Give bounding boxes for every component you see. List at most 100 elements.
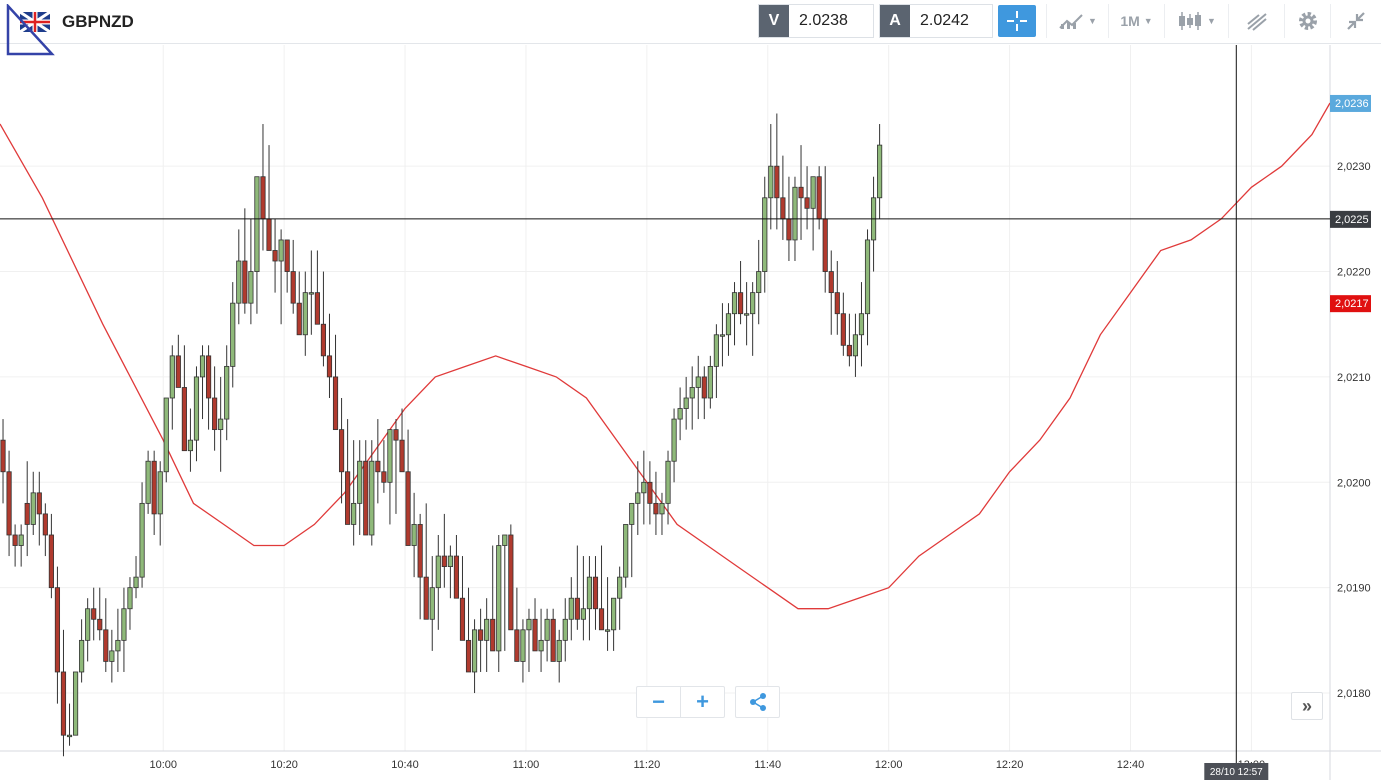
candle-body (60, 671, 67, 736)
candle-up (611, 597, 617, 651)
candle-body (526, 618, 532, 631)
candle-up (520, 619, 526, 683)
moving-average-line (0, 102, 1331, 610)
candle-down (284, 239, 290, 293)
candle-body (804, 197, 810, 209)
candle-body (109, 650, 115, 662)
candle-down (417, 513, 423, 620)
crosshair-button[interactable] (998, 5, 1036, 37)
candle-body (538, 639, 544, 652)
candle-down (48, 513, 54, 599)
candle-body (332, 376, 339, 431)
candle-body (36, 492, 42, 515)
candle-body (381, 471, 387, 483)
candle-body (30, 492, 36, 525)
candle-body (6, 471, 12, 536)
zoom-out-button[interactable]: − (637, 687, 681, 717)
candle-down (36, 471, 42, 546)
candles (0, 113, 883, 757)
candle-up (248, 218, 254, 325)
candle-up (169, 345, 175, 430)
candle-up (139, 482, 145, 588)
x-tick-label: 12:20 (996, 759, 1024, 771)
candle-down (846, 313, 852, 367)
candle-body (623, 524, 629, 578)
candle-up (677, 387, 683, 441)
candle-down (459, 556, 466, 641)
candle-body (266, 218, 272, 251)
bid-price-box[interactable]: V 2.0238 (758, 4, 874, 38)
indicators-icon (1059, 14, 1083, 29)
candle-body (302, 292, 308, 336)
candle-down (828, 250, 834, 335)
candle-body (762, 197, 768, 272)
candle-down (840, 292, 846, 356)
toolbar: GBPNZD V 2.0238 A 2.0242 ▼ 1M ▼ ▼ (0, 0, 1381, 56)
candle-body (496, 545, 502, 652)
y-tick-label: 2,0210 (1337, 372, 1371, 384)
candle-body (296, 302, 302, 336)
candle-body (248, 271, 254, 304)
zoom-in-button[interactable]: + (696, 689, 709, 714)
candle-up (121, 587, 127, 672)
candle-up (538, 608, 544, 672)
candle-down (290, 239, 296, 314)
candle-body (877, 144, 883, 199)
candle-body (254, 176, 260, 272)
timeframe-label: 1M (1120, 13, 1140, 29)
candle-down (393, 419, 399, 514)
timeframe-dropdown[interactable]: 1M ▼ (1108, 4, 1164, 38)
candle-body (139, 502, 145, 578)
crosshair-time-label: 28/10 12:57 (1210, 767, 1263, 778)
axes: 2,0180 2,0190 2,0200 2,0210 2,0220 2,0230 10:0… (0, 45, 1381, 780)
draw-tools-button[interactable] (1228, 4, 1284, 38)
candle-down (54, 566, 61, 704)
candle-up (641, 450, 647, 525)
candle-up (877, 124, 883, 219)
candle-type-button[interactable]: ▼ (1164, 4, 1228, 38)
candle-body (236, 260, 242, 304)
candle-body (48, 534, 54, 589)
crosshair-time-badge (1204, 763, 1269, 780)
candle-down (598, 545, 605, 631)
candle-up (163, 397, 169, 483)
settings-button[interactable] (1284, 4, 1330, 38)
candle-body (750, 292, 756, 315)
indicators-button[interactable]: ▼ (1046, 4, 1108, 38)
price-markers: 2,0225 2,0236 2,0217 (1330, 94, 1371, 313)
collapse-button[interactable] (1330, 4, 1381, 38)
candle-body (798, 186, 804, 199)
candle-body (375, 460, 381, 473)
candle-up (236, 229, 242, 325)
candle-down (272, 218, 278, 293)
scroll-to-latest-button[interactable]: » (1291, 692, 1323, 720)
share-button[interactable] (735, 686, 780, 718)
candle-body (852, 334, 859, 357)
candle-up (725, 303, 732, 356)
candle-up (744, 282, 750, 346)
candle-body (260, 176, 266, 220)
candle-up (109, 629, 115, 683)
candle-body (864, 239, 871, 315)
candle-down (532, 598, 538, 652)
candle-down (423, 503, 429, 620)
candle-body (701, 376, 707, 399)
share-icon (749, 693, 766, 711)
ask-label: A (880, 5, 910, 37)
candle-body (163, 397, 169, 473)
candle-down (592, 556, 599, 630)
zoom-controls: − + (636, 686, 725, 718)
ask-price-box[interactable]: A 2.0242 (879, 4, 993, 38)
candle-up (471, 619, 478, 694)
draw-tools-icon (1246, 13, 1267, 31)
x-tick-label: 11:40 (754, 759, 781, 771)
candle-up (586, 556, 593, 641)
flag-icon (6, 4, 55, 56)
candle-body (731, 292, 738, 315)
candle-up (683, 376, 689, 430)
crosshair: 28/10 12:57 (0, 45, 1330, 780)
candle-body (308, 292, 314, 295)
candle-body (756, 271, 762, 294)
candle-body (411, 524, 417, 546)
